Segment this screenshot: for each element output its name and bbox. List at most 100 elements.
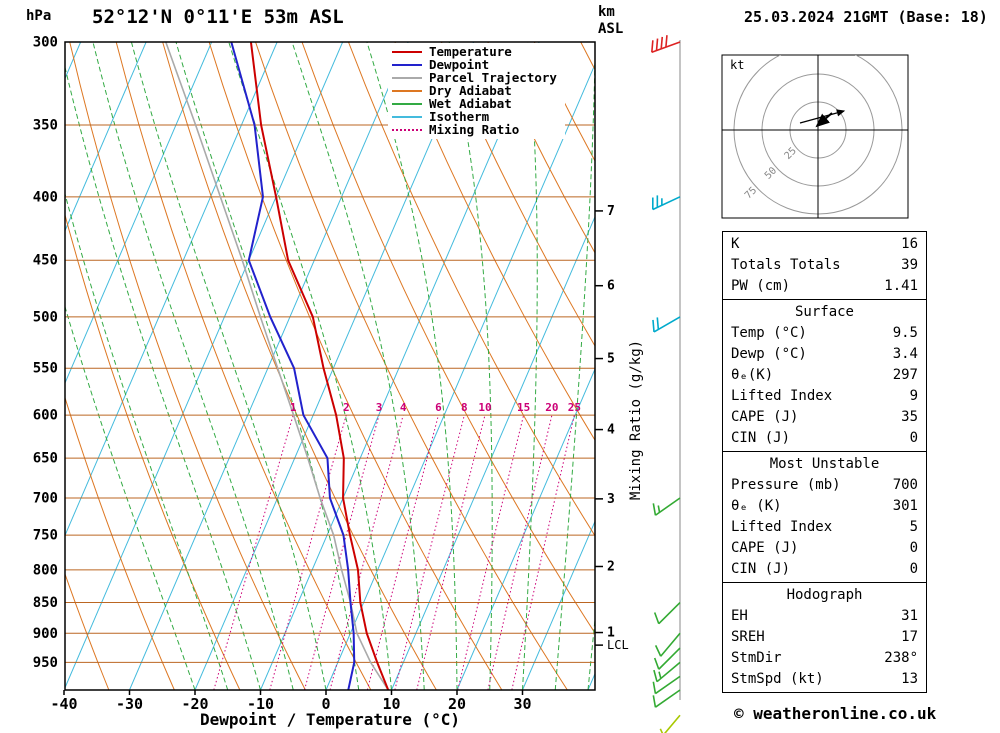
mixing-ratio-value-label: 25: [568, 401, 581, 414]
row-label: Lifted Index: [731, 519, 833, 535]
row-value: 9.5: [892, 325, 918, 341]
table-row: StmDir 238°: [723, 648, 926, 669]
table-row: PW (cm) 1.41: [723, 276, 926, 297]
station-title: 52°12'N 0°11'E 53m ASL: [92, 6, 344, 28]
pressure-tick-label: 450: [33, 253, 58, 269]
dry-adiabat-line: [440, 42, 595, 347]
table-row: θₑ (K) 301: [723, 496, 926, 517]
table-row: SREH 17: [723, 627, 926, 648]
row-label: Pressure (mb): [731, 477, 841, 493]
row-value: 35: [901, 409, 918, 425]
legend-line-sample: [392, 50, 422, 53]
table-row: K 16: [723, 234, 926, 255]
pressure-tick-label: 650: [33, 451, 58, 467]
isotherm-line: [65, 42, 213, 385]
wind-barb: [652, 675, 681, 695]
pressure-tick-label: 800: [33, 562, 58, 578]
indices-tables: K 16 Totals Totals 39 PW (cm) 1.41 Surface Temp…: [722, 231, 927, 693]
pressure-tick-label: 350: [33, 117, 58, 133]
dry-adiabat-line: [487, 42, 595, 254]
hodograph-box: [721, 54, 909, 219]
wind-barb: [653, 661, 681, 683]
legend-item: Dewpoint: [392, 57, 557, 72]
pressure-tick-label: 750: [33, 528, 58, 544]
lcl-label: LCL: [607, 638, 629, 652]
wind-barb: [652, 689, 681, 708]
pressure-tick-label: 300: [33, 35, 58, 51]
table-section-header: Hodograph: [786, 587, 863, 603]
temp-tick-label: -30: [116, 695, 143, 713]
row-label: PW (cm): [731, 278, 791, 294]
table-section-header: Most Unstable: [769, 456, 880, 472]
temp-tick-label: 0: [321, 695, 330, 713]
row-label: StmSpd (kt): [731, 671, 824, 687]
hodograph-unit-label: kt: [730, 58, 744, 72]
legend-line-sample: [392, 102, 422, 105]
legend-item: Dry Adiabat: [392, 83, 557, 98]
mixing-ratio-line: [213, 414, 294, 690]
isotherm-line: [0, 42, 15, 690]
row-value: 0: [909, 540, 918, 556]
row-label: θₑ(K): [731, 367, 774, 383]
temp-tick-label: 10: [382, 695, 400, 713]
table-row: Pressure (mb) 700: [723, 475, 926, 496]
table-row: EH 31: [723, 606, 926, 627]
row-label: CAPE (J): [731, 409, 799, 425]
mixing-ratio-value-label: 3: [376, 401, 383, 414]
table-row: Dewp (°C) 3.4: [723, 344, 926, 365]
wind-barb: [654, 632, 681, 657]
legend-line-sample: [392, 128, 422, 131]
table-row: Temp (°C) 9.5: [723, 323, 926, 344]
legend-item: Isotherm: [392, 109, 557, 124]
row-label: CAPE (J): [731, 540, 799, 556]
row-value: 0: [909, 561, 918, 577]
pressure-tick-label: 500: [33, 309, 58, 325]
wind-barb: [652, 497, 681, 516]
mixing-ratio-value-label: 15: [517, 401, 530, 414]
temp-tick-label: 20: [448, 695, 466, 713]
altitude-axis-unit: km ASL: [598, 4, 623, 38]
table-row: Totals Totals 39: [723, 255, 926, 276]
table-section-indices: K 16 Totals Totals 39 PW (cm) 1.41: [722, 231, 927, 300]
legend: Temperature Dewpoint Parcel Trajectory Dry …: [388, 43, 565, 139]
legend-label: Dry Adiabat: [429, 83, 512, 98]
table-row: StmSpd (kt) 13: [723, 669, 926, 690]
row-label: Totals Totals: [731, 257, 841, 273]
km-tick-label: 5: [607, 352, 615, 367]
isotherm-line: [391, 215, 595, 690]
temperature-line: [249, 42, 390, 690]
row-value: 17: [901, 629, 918, 645]
mixing-ratio-line: [329, 414, 404, 690]
legend-item: Parcel Trajectory: [392, 70, 557, 85]
wet-adiabat-line: [65, 192, 229, 690]
row-value: 3.4: [892, 346, 918, 362]
wet-adiabat-line: [130, 42, 327, 690]
legend-line-sample: [392, 89, 422, 92]
table-row: CAPE (J) 0: [723, 538, 926, 559]
legend-label: Wet Adiabat: [429, 96, 512, 111]
table-row: Lifted Index 5: [723, 517, 926, 538]
copyright: © weatheronline.co.uk: [734, 704, 937, 723]
row-label: CIN (J): [731, 561, 791, 577]
wet-adiabat-line: [291, 42, 425, 690]
parcel-trajectory-line: [165, 42, 389, 690]
isotherm-line: [65, 42, 147, 232]
row-label: Lifted Index: [731, 388, 833, 404]
legend-label: Isotherm: [429, 109, 490, 124]
legend-item: Wet Adiabat: [392, 96, 557, 111]
hodograph-storm-vector: [815, 112, 833, 128]
row-value: 9: [909, 388, 918, 404]
wet-adiabat-line: [228, 42, 392, 690]
table-section-most-unstable: Most Unstable Pressure (mb) 700 θₑ (K) 301 Li…: [722, 451, 927, 583]
temp-tick-label: -40: [50, 695, 77, 713]
mixing-ratio-value-label: 4: [400, 401, 407, 414]
row-value: 700: [892, 477, 918, 493]
wet-adiabat-line: [65, 65, 261, 690]
km-tick-label: 1: [607, 626, 615, 641]
wind-barb: [652, 195, 681, 211]
legend-line-sample: [392, 76, 422, 79]
legend-line-sample: [392, 115, 422, 118]
mixing-ratio-line: [366, 414, 439, 690]
wet-adiabat-line: [522, 42, 538, 690]
